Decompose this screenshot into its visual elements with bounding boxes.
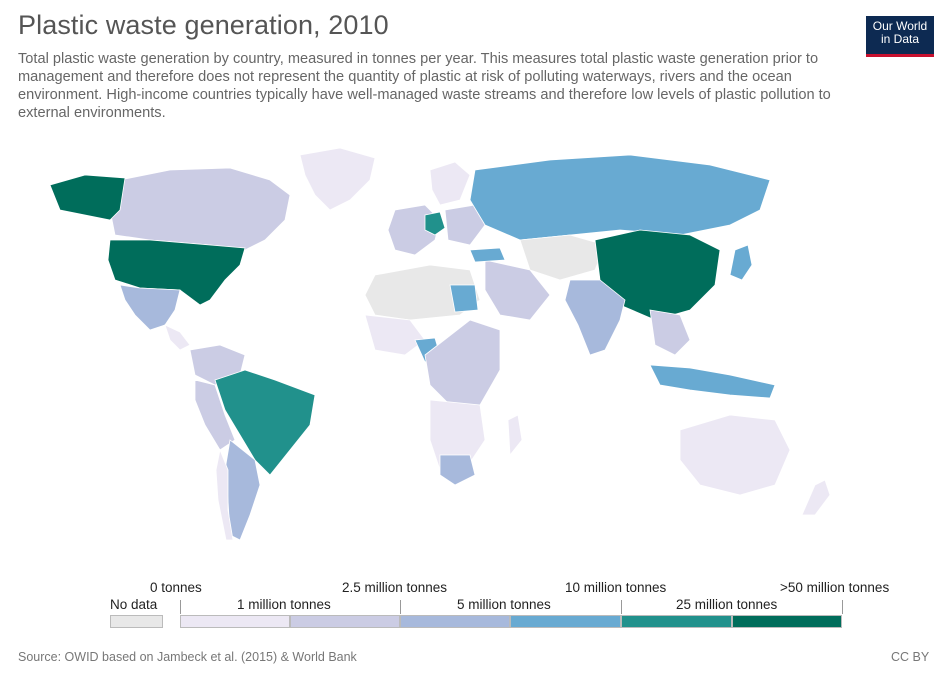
legend-tick xyxy=(621,600,622,614)
region-australia[interactable] xyxy=(679,414,791,496)
legend-bin-1[interactable] xyxy=(290,615,400,628)
no-data-swatch xyxy=(110,615,163,628)
legend-bin-5[interactable] xyxy=(732,615,842,628)
legend-tick xyxy=(842,600,843,614)
legend-bottom-label-1: 5 million tonnes xyxy=(457,597,551,612)
region-southeast-asia[interactable] xyxy=(649,309,691,356)
logo-line-1: Our World xyxy=(872,19,928,33)
license-link[interactable]: CC BY xyxy=(891,650,930,664)
region-south-africa[interactable] xyxy=(439,454,476,486)
region-india[interactable] xyxy=(564,279,626,356)
legend-top-label-0: 0 tonnes xyxy=(150,580,202,595)
legend-tick xyxy=(180,600,181,614)
region-scandinavia[interactable] xyxy=(429,161,471,206)
region-madagascar[interactable] xyxy=(507,414,523,457)
region-greenland[interactable] xyxy=(299,147,376,211)
legend-bottom-label-0: 1 million tonnes xyxy=(237,597,331,612)
legend-top-label-1: 2.5 million tonnes xyxy=(342,580,448,595)
region-eastern-europe[interactable] xyxy=(444,204,486,246)
region-chile[interactable] xyxy=(215,448,234,541)
legend-top-label-2: 10 million tonnes xyxy=(565,580,667,595)
logo-line-2: in Data xyxy=(880,32,920,46)
source-note: Source: OWID based on Jambeck et al. (20… xyxy=(18,650,357,664)
region-turkey[interactable] xyxy=(469,247,506,263)
region-west-africa[interactable] xyxy=(364,314,426,356)
region-japan[interactable] xyxy=(729,244,753,281)
region-new-zealand[interactable] xyxy=(801,479,831,516)
region-west-south-america[interactable] xyxy=(194,379,236,451)
region-indonesia[interactable] xyxy=(649,364,776,399)
legend-tick xyxy=(400,600,401,614)
owid-logo[interactable]: Our World in Data xyxy=(866,16,934,57)
region-egypt[interactable] xyxy=(449,284,479,313)
region-germany[interactable] xyxy=(424,211,446,236)
legend-bin-2[interactable] xyxy=(400,615,510,628)
world-map xyxy=(49,147,831,541)
region-russia[interactable] xyxy=(469,154,771,241)
region-north-africa[interactable] xyxy=(364,264,481,321)
region-mexico[interactable] xyxy=(119,284,181,331)
chart-title: Plastic waste generation, 2010 xyxy=(18,10,389,40)
legend-top-label-3: >50 million tonnes xyxy=(780,580,890,595)
region-brazil[interactable] xyxy=(214,369,316,476)
chart-subtitle: Total plastic waste generation by countr… xyxy=(18,51,831,121)
region-canada[interactable] xyxy=(109,167,291,251)
region-central-east-africa[interactable] xyxy=(424,319,501,406)
region-central-america[interactable] xyxy=(164,324,191,351)
no-data-label: No data xyxy=(110,597,158,612)
legend-bin-4[interactable] xyxy=(621,615,732,628)
legend-bottom-label-2: 25 million tonnes xyxy=(676,597,778,612)
legend-bin-0[interactable] xyxy=(180,615,290,628)
region-middle-east[interactable] xyxy=(484,259,551,321)
region-united-states[interactable] xyxy=(107,239,246,306)
legend-bin-3[interactable] xyxy=(510,615,621,628)
region-alaska[interactable] xyxy=(49,174,126,221)
